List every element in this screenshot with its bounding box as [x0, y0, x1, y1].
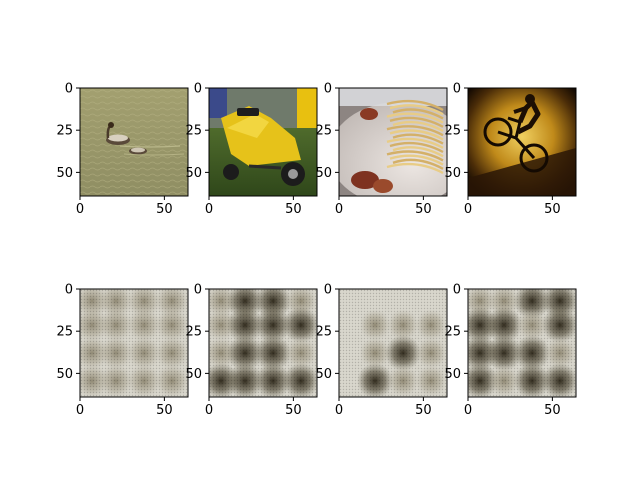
x-tick-label: 0 [76, 202, 84, 217]
panel-4-mountain-biker-jumping: 0 50 0 25 50 [444, 82, 577, 217]
y-tick-label: 0 [194, 283, 202, 298]
panel-1-duck-swimming-on-water: 0 50 0 25 50 [56, 82, 189, 217]
x-tick-label: 0 [76, 403, 84, 418]
axes-frame [467, 288, 577, 398]
pasta-shape [351, 99, 444, 193]
panel-image [209, 289, 317, 397]
panel-image [468, 88, 576, 196]
x-tick-label: 0 [335, 202, 343, 217]
y-tick-label: 25 [444, 124, 461, 139]
y-tick-label: 25 [315, 325, 332, 340]
x-tick-label: 0 [205, 403, 213, 418]
panel-3-spaghetti-with-sausage: 0 50 0 25 50 [315, 82, 448, 217]
panel-2-yellow-scooter-on-grass: 0 50 0 25 50 [185, 82, 318, 217]
x-tick-label: 0 [464, 403, 472, 418]
y-tick-label: 0 [324, 82, 332, 97]
x-tick-label: 0 [464, 202, 472, 217]
axes-frame [79, 87, 189, 197]
x-tick-label: 50 [544, 403, 561, 418]
y-tick-label: 50 [315, 166, 332, 181]
y-tick-label: 0 [65, 283, 73, 298]
panel-image [209, 88, 317, 196]
x-tick-label: 50 [285, 202, 302, 217]
panel-6-blurry-checkerboard-reconstruction-2: 0 50 0 25 50 [185, 283, 318, 418]
duck-shape [106, 122, 147, 155]
y-tick-label: 50 [56, 367, 73, 382]
x-tick-label: 0 [205, 202, 213, 217]
scooter-shape [221, 106, 305, 186]
panel-image [339, 289, 447, 397]
y-tick-label: 50 [185, 166, 202, 181]
y-tick-label: 25 [56, 124, 73, 139]
x-tick-label: 50 [544, 202, 561, 217]
x-tick-label: 50 [415, 403, 432, 418]
axes-frame [208, 87, 318, 197]
panel-5-blurry-checkerboard-reconstruction-1: 0 50 0 25 50 [56, 283, 189, 418]
y-tick-label: 0 [194, 82, 202, 97]
y-tick-label: 25 [185, 124, 202, 139]
axes-frame [338, 288, 448, 398]
y-tick-label: 0 [324, 283, 332, 298]
panel-image [468, 289, 576, 397]
biker-shape [468, 94, 576, 196]
axes-frame [338, 87, 448, 197]
panel-image [80, 289, 188, 397]
panel-8-blurry-checkerboard-reconstruction-4: 0 50 0 25 50 [444, 283, 577, 418]
y-tick-label: 25 [444, 325, 461, 340]
y-tick-label: 25 [56, 325, 73, 340]
x-tick-label: 50 [285, 403, 302, 418]
y-tick-label: 50 [444, 166, 461, 181]
y-tick-label: 50 [444, 367, 461, 382]
y-tick-label: 0 [65, 82, 73, 97]
panel-7-blurry-checkerboard-reconstruction-3: 0 50 0 25 50 [315, 283, 448, 418]
y-tick-label: 25 [185, 325, 202, 340]
panel-image [339, 88, 447, 196]
axes-frame [79, 288, 189, 398]
panels-group: 0 50 0 25 50 0 50 0 25 50 0 50 0 25 50 0 50 0 25 50 0 50 0 25 50… [56, 82, 577, 418]
y-tick-label: 0 [453, 82, 461, 97]
x-tick-label: 50 [415, 202, 432, 217]
x-tick-label: 50 [156, 202, 173, 217]
x-tick-label: 0 [335, 403, 343, 418]
y-tick-label: 0 [453, 283, 461, 298]
panel-image [80, 88, 188, 196]
y-tick-label: 50 [315, 367, 332, 382]
y-tick-label: 50 [56, 166, 73, 181]
y-tick-label: 25 [315, 124, 332, 139]
y-tick-label: 50 [185, 367, 202, 382]
x-tick-label: 50 [156, 403, 173, 418]
axes-frame [467, 87, 577, 197]
axes-frame [208, 288, 318, 398]
